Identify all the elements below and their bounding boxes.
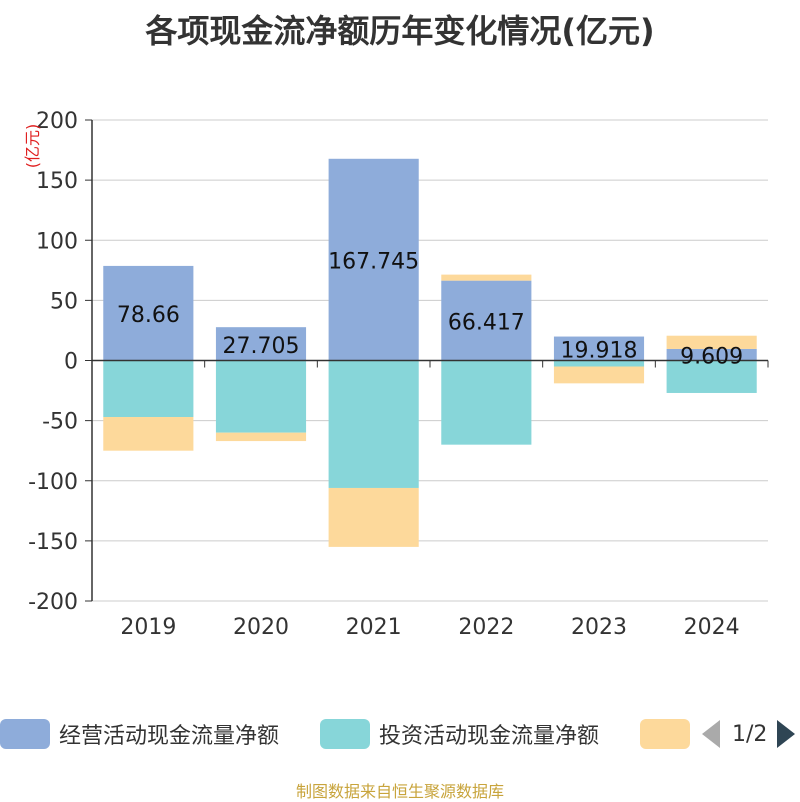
bar-series2-2022[interactable]	[441, 274, 532, 281]
x-tick-label: 2024	[684, 615, 740, 640]
bar-series1-2023[interactable]	[553, 360, 645, 367]
bar-series2-2023[interactable]	[553, 366, 645, 384]
legend-pager: 1/2	[702, 718, 796, 750]
legend-item-third-series[interactable]	[640, 718, 690, 750]
data-label: 78.66	[117, 303, 180, 328]
bar-series0-2020[interactable]	[215, 327, 307, 361]
legend-item-operating-cash-flow[interactable]: 经营活动现金流量净额	[0, 718, 279, 750]
data-label: 66.417	[448, 311, 525, 336]
bar-series0-2024[interactable]	[666, 348, 757, 361]
chart-plot: 200 150 100 50 0 -50 -100 -150 -200 2019 2020 2021 2…	[23, 109, 769, 640]
legend-label-operating: 经营活动现金流量净额	[59, 724, 280, 749]
bar-series2-2024[interactable]	[666, 335, 757, 349]
legend-swatch-third	[640, 719, 690, 749]
legend: 经营活动现金流量净额 投资活动现金流量净额 1/2	[0, 712, 800, 756]
x-tick-label: 2022	[458, 615, 514, 640]
y-tick-label: 100	[36, 229, 78, 254]
bar-series1-2021[interactable]	[328, 360, 419, 488]
y-tick-label: 50	[50, 289, 78, 314]
data-label: 19.918	[561, 339, 638, 364]
x-tick-label: 2023	[571, 615, 627, 640]
y-tick-label: 0	[64, 350, 78, 375]
bar-series0-2023[interactable]	[553, 336, 645, 361]
bar-series2-2019[interactable]	[103, 417, 194, 451]
data-label: 9.609	[680, 345, 743, 370]
bar-series0-2022[interactable]	[441, 280, 532, 361]
bar-series2-2020[interactable]	[215, 432, 307, 442]
bar-series2-2021[interactable]	[328, 487, 419, 547]
bar-series1-2024[interactable]	[666, 360, 757, 393]
y-tick-label: -100	[28, 470, 78, 495]
y-axis-unit-label: (亿元)	[23, 124, 42, 169]
legend-swatch-operating	[0, 719, 50, 749]
data-label: 27.705	[223, 334, 300, 359]
data-label: 167.745	[328, 250, 419, 275]
legend-swatch-investing	[320, 719, 370, 749]
legend-next-page-icon[interactable]	[777, 720, 796, 748]
chart-title: 各项现金流净额历年变化情况(亿元)	[145, 12, 655, 50]
legend-prev-page-icon[interactable]	[702, 720, 720, 748]
x-tick-label: 2019	[120, 615, 176, 640]
bar-series0-2019[interactable]	[103, 265, 194, 361]
legend-item-investing-cash-flow[interactable]: 投资活动现金流量净额	[320, 718, 599, 750]
y-tick-label: 150	[36, 169, 78, 194]
x-tick-label: 2021	[346, 615, 402, 640]
y-tick-label: -200	[28, 590, 78, 615]
legend-label-investing: 投资活动现金流量净额	[379, 724, 600, 749]
bar-series1-2022[interactable]	[441, 360, 532, 445]
source-note: 制图数据来自恒生聚源数据库	[295, 782, 504, 801]
y-tick-label: -150	[28, 530, 78, 555]
legend-page-indicator: 1/2	[732, 721, 768, 747]
y-tick-label: -50	[42, 410, 78, 435]
bar-series0-2021[interactable]	[328, 158, 419, 361]
bar-series1-2020[interactable]	[215, 360, 307, 433]
x-tick-label: 2020	[233, 615, 289, 640]
bar-series1-2019[interactable]	[103, 360, 194, 418]
y-tick-label: 200	[36, 109, 78, 134]
